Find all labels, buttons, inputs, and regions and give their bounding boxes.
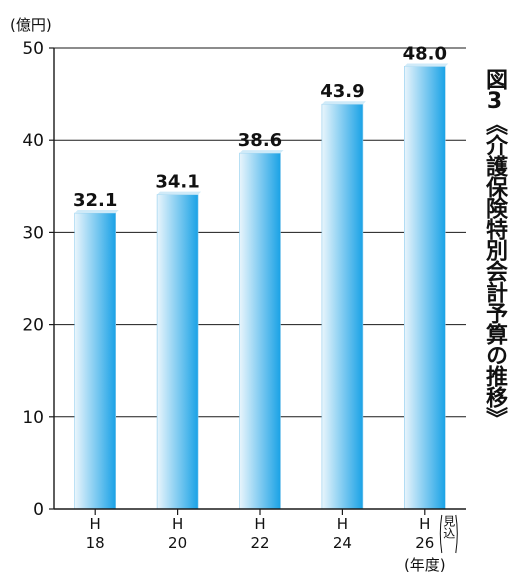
x-tick-label-year: 24 [333,534,352,552]
note-bracket-left [439,514,443,554]
y-tick-label: 20 [22,316,44,336]
bar [156,194,199,510]
data-label: 48.0 [403,43,447,64]
y-tick-label: 30 [22,223,44,243]
x-tick-label-year: 18 [86,534,105,552]
bar-top [404,63,449,67]
data-label: 43.9 [320,81,364,102]
x-tick-note: 見込 [442,515,456,539]
x-tick-label-year: 22 [250,534,269,552]
x-tick-label-era: H [90,515,101,533]
x-tick-label-year: 20 [168,534,187,552]
y-tick-label: 0 [33,500,44,520]
x-tick-label-year: 26 [415,534,434,552]
y-unit-label: (億円) [10,16,52,34]
bar [403,66,446,510]
y-tick-label: 50 [22,39,44,59]
x-tick-label-era: H [254,515,265,533]
bar [321,103,364,510]
x-tick-label-era: H [172,515,183,533]
bar-top [157,191,202,195]
bar-top [321,101,366,105]
note-bracket-right [455,514,458,554]
y-tick-label: 40 [22,131,44,151]
data-label: 34.1 [155,172,199,193]
x-tick-label-era: H [337,515,348,533]
bar [239,152,281,510]
x-tick-label-era: H [419,515,430,533]
bar [74,212,116,510]
data-label: 38.6 [238,130,282,151]
figure-title: 図3《介護保険特別会計予算の推移》 [482,68,507,428]
x-axis-label: (年度) [404,556,446,574]
bar-top [74,210,119,214]
y-tick-label: 10 [22,408,44,428]
data-label: 32.1 [73,190,117,211]
bar-top [239,150,284,154]
